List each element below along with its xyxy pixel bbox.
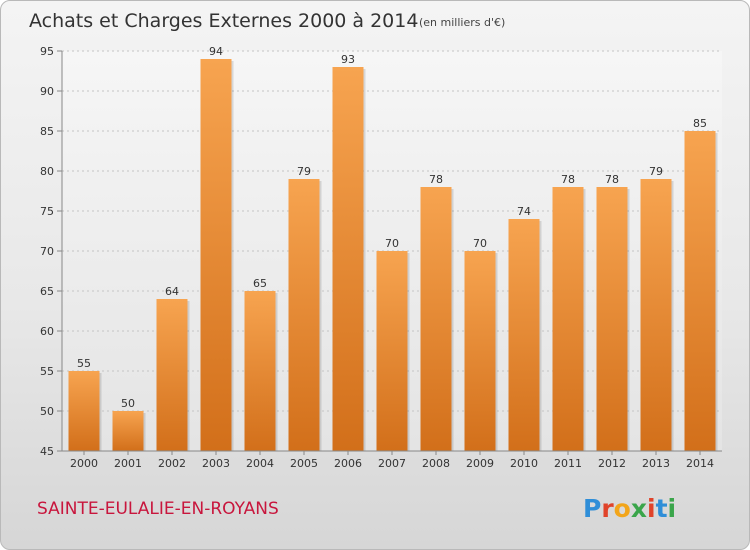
value-label-2009: 70: [473, 237, 487, 250]
x-tick-label-2007: 2007: [378, 457, 406, 470]
x-tick-label-2011: 2011: [554, 457, 582, 470]
x-tick-label-2013: 2013: [642, 457, 670, 470]
value-label-2002: 64: [165, 285, 179, 298]
value-label-2014: 85: [693, 117, 707, 130]
value-label-2006: 93: [341, 53, 355, 66]
chart-subtitle: (en milliers d'€): [419, 16, 505, 29]
bar-2014: [684, 131, 716, 451]
bar-2006: [332, 67, 364, 451]
bar-2001: [112, 411, 144, 451]
bar-2007: [376, 251, 408, 451]
bar-2013: [640, 179, 672, 451]
value-label-2007: 70: [385, 237, 399, 250]
value-label-2000: 55: [77, 357, 91, 370]
y-tick-label: 45: [40, 445, 54, 458]
value-labels: 55 50 64 94 65 79 93 70 78 70 74 78 78 79 85: [77, 45, 707, 410]
y-tick-label: 50: [40, 405, 54, 418]
bar-2008: [420, 187, 452, 451]
value-label-2001: 50: [121, 397, 135, 410]
x-tick-label-2009: 2009: [466, 457, 494, 470]
bar-2009: [464, 251, 496, 451]
x-axis: 2000 2001 2002 2003 2004 2005 2006 2007 2008 2009…: [62, 450, 722, 470]
x-tick-label-2008: 2008: [422, 457, 450, 470]
y-tick-label: 95: [40, 45, 54, 58]
bar-2005: [288, 179, 320, 451]
value-label-2011: 78: [561, 173, 575, 186]
x-tick-label-2014: 2014: [686, 457, 714, 470]
y-tick-label: 75: [40, 205, 54, 218]
location-label: SAINTE-EULALIE-EN-ROYANS: [37, 499, 279, 519]
y-tick-label: 55: [40, 365, 54, 378]
x-tick-label-2000: 2000: [70, 457, 98, 470]
y-tick-label: 70: [40, 245, 54, 258]
value-label-2010: 74: [517, 205, 531, 218]
x-tick-label-2005: 2005: [290, 457, 318, 470]
x-tick-label-2010: 2010: [510, 457, 538, 470]
bar-2010: [508, 219, 540, 451]
value-label-2003: 94: [209, 45, 223, 58]
x-tick-label-2004: 2004: [246, 457, 274, 470]
x-tick-label-2003: 2003: [202, 457, 230, 470]
y-tick-label: 65: [40, 285, 54, 298]
x-tick-label-2001: 2001: [114, 457, 142, 470]
y-tick-label: 85: [40, 125, 54, 138]
y-axis: 45 50 55 60 65 70 75 80 85 90 95: [40, 45, 63, 458]
value-label-2005: 79: [297, 165, 311, 178]
x-tick-label-2012: 2012: [598, 457, 626, 470]
y-tick-label: 80: [40, 165, 54, 178]
bar-2012: [596, 187, 628, 451]
bar-2002: [156, 299, 188, 451]
y-tick-label: 60: [40, 325, 54, 338]
value-label-2004: 65: [253, 277, 267, 290]
y-tick-label: 90: [40, 85, 54, 98]
value-label-2013: 79: [649, 165, 663, 178]
proxiti-logo: Proxiti: [583, 494, 676, 523]
bars: [68, 59, 718, 451]
bar-2000: [68, 371, 100, 451]
chart-title: Achats et Charges Externes 2000 à 2014: [29, 10, 418, 32]
bar-2011: [552, 187, 584, 451]
bar-2003: [200, 59, 232, 451]
x-tick-label-2006: 2006: [334, 457, 362, 470]
value-label-2008: 78: [429, 173, 443, 186]
bar-2004: [244, 291, 276, 451]
value-label-2012: 78: [605, 173, 619, 186]
x-tick-label-2002: 2002: [158, 457, 186, 470]
